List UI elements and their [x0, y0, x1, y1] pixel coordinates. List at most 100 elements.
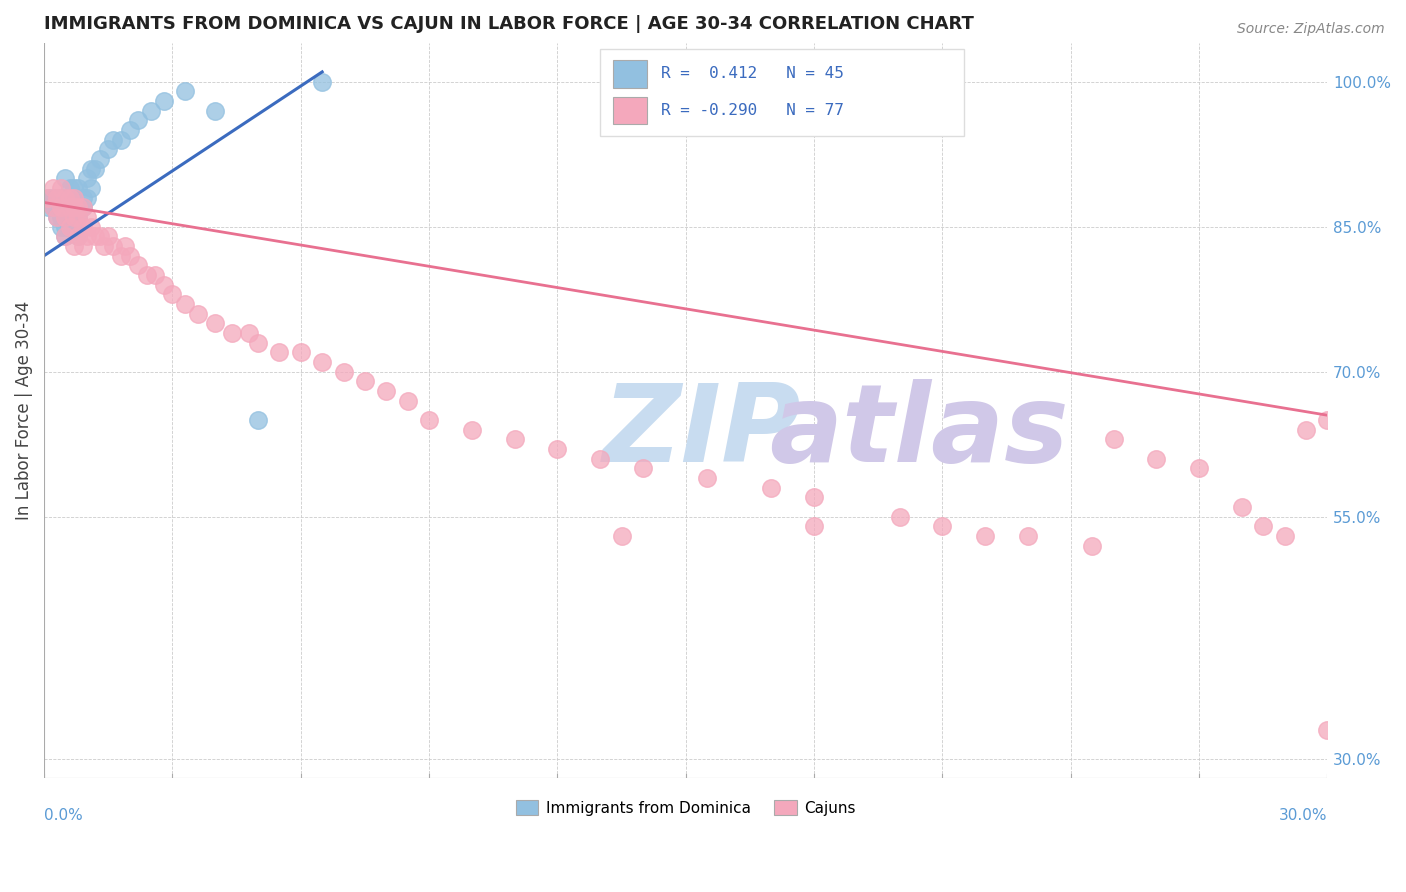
Point [114, 239, 136, 253]
Point [46, 210, 69, 224]
Point [246, 413, 269, 427]
Point [311, 74, 333, 88]
Point [1316, 723, 1339, 737]
Point [93, 239, 115, 253]
Point [110, 249, 132, 263]
Point [63, 191, 86, 205]
Point [67, 229, 90, 244]
Point [55, 171, 77, 186]
Point [59, 200, 82, 214]
Text: 0.0%: 0.0% [44, 808, 83, 823]
Point [1081, 539, 1104, 553]
Point [72, 239, 94, 253]
Point [67, 200, 90, 214]
Point [153, 277, 176, 292]
Point [46, 210, 69, 224]
Point [63, 181, 86, 195]
Point [84, 161, 107, 176]
Point [63, 219, 86, 234]
Point [41, 191, 63, 205]
Point [76, 171, 98, 186]
Point [67, 229, 90, 244]
Point [204, 317, 226, 331]
Point [118, 123, 141, 137]
Point [55, 191, 77, 205]
Text: ZIP: ZIP [602, 379, 801, 485]
Point [76, 191, 98, 205]
Point [1316, 413, 1339, 427]
FancyBboxPatch shape [613, 96, 647, 125]
Point [803, 491, 825, 505]
Point [204, 103, 226, 118]
Point [696, 471, 718, 485]
Point [1251, 519, 1274, 533]
Point [59, 219, 82, 234]
Point [1017, 529, 1039, 543]
Point [174, 297, 197, 311]
Point [889, 509, 911, 524]
Point [974, 529, 997, 543]
Point [67, 181, 90, 195]
Point [51, 181, 73, 195]
Point [67, 210, 90, 224]
Point [55, 191, 77, 205]
Point [80, 219, 103, 234]
Point [127, 113, 149, 128]
Text: R = -0.290   N = 77: R = -0.290 N = 77 [661, 103, 844, 118]
Point [332, 365, 354, 379]
Point [55, 229, 77, 244]
Point [153, 94, 176, 108]
Point [59, 181, 82, 195]
Point [187, 307, 209, 321]
Point [110, 133, 132, 147]
Y-axis label: In Labor Force | Age 30-34: In Labor Force | Age 30-34 [15, 301, 32, 520]
Point [63, 210, 86, 224]
Point [67, 210, 90, 224]
Point [55, 200, 77, 214]
Point [41, 200, 63, 214]
Point [63, 239, 86, 253]
Point [89, 229, 111, 244]
Point [55, 219, 77, 234]
Point [238, 326, 260, 340]
Point [63, 210, 86, 224]
Point [1188, 461, 1211, 475]
Point [51, 210, 73, 224]
Text: atlas: atlas [769, 379, 1069, 485]
Point [80, 161, 103, 176]
Point [80, 181, 103, 195]
Point [135, 268, 157, 282]
Point [101, 239, 124, 253]
Point [1274, 529, 1296, 543]
Point [63, 200, 86, 214]
FancyBboxPatch shape [600, 49, 965, 136]
Point [89, 152, 111, 166]
Point [46, 200, 69, 214]
Point [803, 519, 825, 533]
Point [290, 345, 312, 359]
Point [97, 229, 120, 244]
Point [761, 481, 783, 495]
Text: IMMIGRANTS FROM DOMINICA VS CAJUN IN LABOR FORCE | AGE 30-34 CORRELATION CHART: IMMIGRANTS FROM DOMINICA VS CAJUN IN LAB… [44, 15, 974, 33]
Point [46, 191, 69, 205]
Point [37, 191, 59, 205]
Point [59, 200, 82, 214]
Point [118, 249, 141, 263]
Legend: Immigrants from Dominica, Cajuns: Immigrants from Dominica, Cajuns [509, 794, 862, 822]
Point [51, 219, 73, 234]
Point [101, 133, 124, 147]
Point [139, 103, 162, 118]
Point [84, 229, 107, 244]
Point [174, 84, 197, 98]
Point [610, 529, 633, 543]
Point [354, 375, 377, 389]
Point [1102, 433, 1125, 447]
Point [51, 200, 73, 214]
Point [97, 142, 120, 156]
Point [1230, 500, 1253, 515]
Point [72, 200, 94, 214]
Text: 30.0%: 30.0% [1279, 808, 1327, 823]
Text: R =  0.412   N = 45: R = 0.412 N = 45 [661, 66, 844, 81]
Point [143, 268, 166, 282]
Point [246, 335, 269, 350]
